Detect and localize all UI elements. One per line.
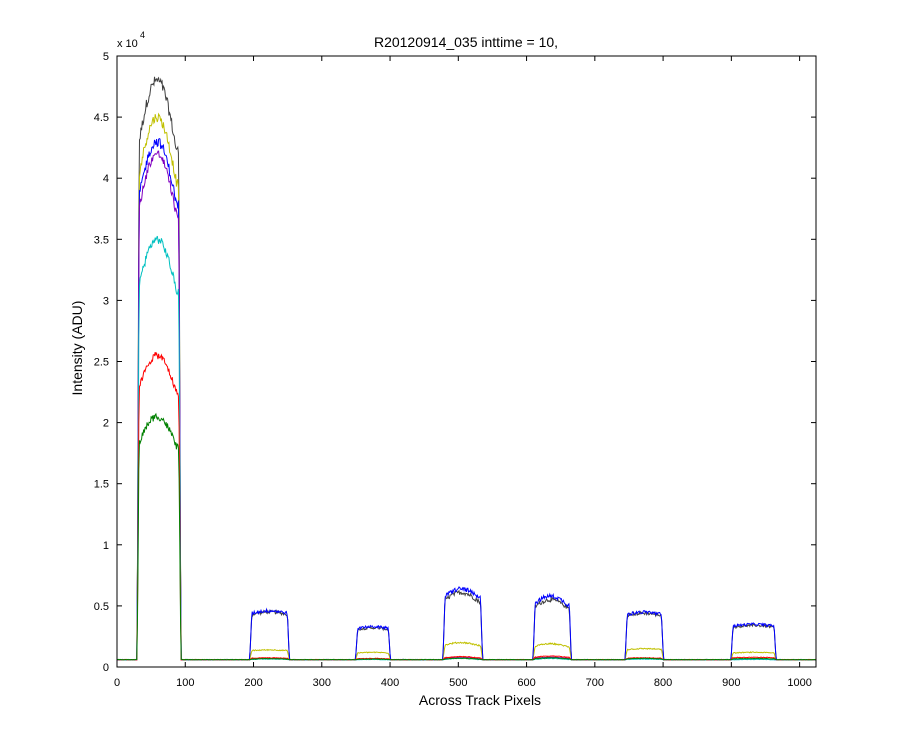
y-axis-label: Intensity (ADU) xyxy=(69,301,85,396)
y-tick-label: 2 xyxy=(103,418,109,430)
y-axis-ticks: 0 0.5 1 1.5 2 2.5 3 3.5 4 4.5 5 xyxy=(94,51,816,674)
y-tick-label: 1 xyxy=(103,540,109,552)
x-tick-label: 100 xyxy=(176,677,194,689)
series-layer xyxy=(116,76,817,661)
y-tick-label: 2.5 xyxy=(94,357,109,369)
plot-area xyxy=(117,56,816,667)
y-tick-label: 3.5 xyxy=(94,234,109,246)
y-tick-label: 1.5 xyxy=(94,479,109,491)
y-tick-label: 5 xyxy=(103,51,109,63)
y-exponent-prefix: x 10 xyxy=(117,38,138,50)
y-exponent-power: 4 xyxy=(140,30,145,40)
x-tick-label: 600 xyxy=(517,677,535,689)
y-tick-label: 0.5 xyxy=(94,601,109,613)
x-tick-label: 500 xyxy=(449,677,467,689)
x-tick-label: 0 xyxy=(114,677,120,689)
x-tick-label: 1000 xyxy=(787,677,811,689)
series-line-7 xyxy=(116,412,817,661)
y-tick-label: 3 xyxy=(103,295,109,307)
x-axis-ticks: 0 100 200 300 400 500 600 700 800 900 1000 xyxy=(114,56,812,689)
x-tick-label: 300 xyxy=(313,677,331,689)
x-tick-label: 900 xyxy=(722,677,740,689)
y-tick-label: 4 xyxy=(103,173,109,185)
x-tick-label: 200 xyxy=(244,677,262,689)
y-tick-label: 0 xyxy=(103,662,109,674)
x-tick-label: 400 xyxy=(381,677,399,689)
y-tick-label: 4.5 xyxy=(94,112,109,124)
x-tick-label: 700 xyxy=(586,677,604,689)
x-tick-label: 800 xyxy=(654,677,672,689)
x-axis-label: Across Track Pixels xyxy=(419,692,541,708)
chart-title: R20120914_035 inttime = 10, xyxy=(374,34,558,50)
